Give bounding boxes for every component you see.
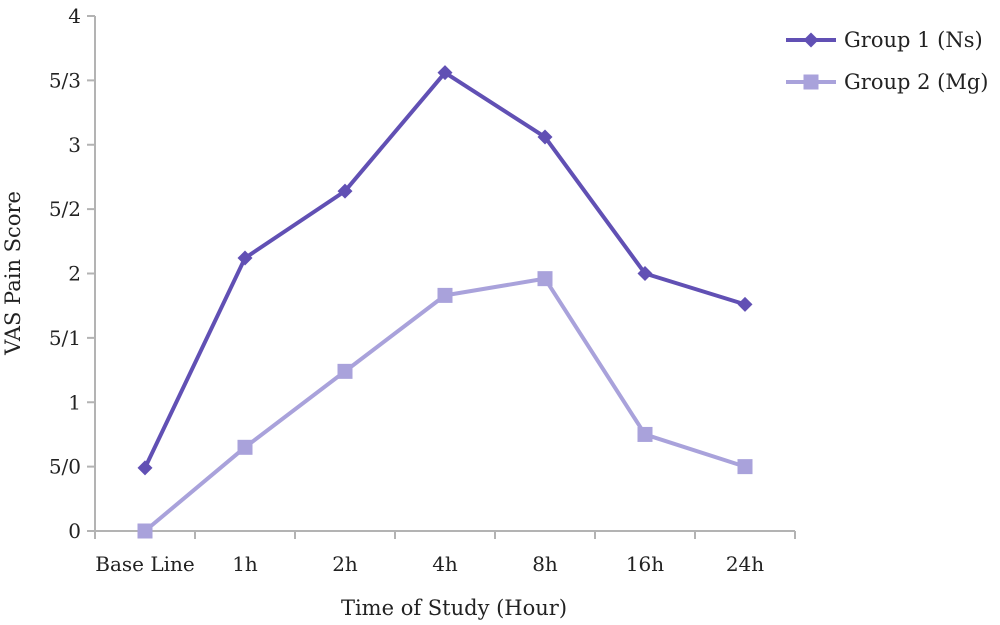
x-axis-title: Time of Study (Hour): [341, 596, 567, 620]
series-lines: [137, 65, 753, 539]
legend-label: Group 1 (Ns): [844, 28, 983, 52]
x-tick-label: 4h: [432, 552, 458, 576]
y-tick-label: 0: [68, 519, 81, 543]
data-point: [137, 523, 153, 539]
tick-labels: 0 5/0 1 5/1 2 5/2 3 5/3 4 Base Line 1h 2h 4h 8h 16h 24h: [49, 4, 764, 576]
y-tick-label: 5/1: [49, 326, 81, 350]
legend-label: Group 2 (Mg): [844, 70, 988, 94]
data-point: [237, 250, 253, 266]
x-tick-label: Base Line: [95, 552, 194, 576]
x-tick-label: 16h: [626, 552, 664, 576]
series-line: [143, 70, 746, 469]
x-tick-label: 1h: [232, 552, 258, 576]
legend-entry: Group 1 (Ns): [786, 28, 983, 52]
y-axis-title: VAS Pain Score: [1, 191, 25, 356]
y-tick-label: 5/2: [49, 197, 81, 221]
legend-entry: Group 2 (Mg): [786, 70, 988, 94]
data-point: [537, 129, 553, 145]
y-tick-label: 3: [68, 133, 81, 157]
y-tick-label: 5/0: [49, 455, 81, 479]
data-point: [437, 287, 453, 303]
series-group: [137, 65, 753, 476]
data-point: [337, 363, 353, 379]
y-tick-label: 5/3: [49, 68, 81, 92]
data-point: [237, 439, 253, 455]
legend-swatch-marker: [803, 74, 819, 90]
data-point: [137, 460, 153, 476]
data-point: [637, 266, 653, 281]
series-line: [143, 276, 746, 533]
data-point: [737, 296, 753, 312]
axes: [87, 15, 796, 539]
data-point: [337, 183, 353, 199]
y-tick-label: 1: [68, 390, 81, 414]
y-tick-label: 2: [68, 262, 81, 286]
data-point: [537, 271, 553, 287]
series-group: [137, 271, 753, 539]
data-point: [737, 459, 753, 475]
x-tick-label: 2h: [332, 552, 358, 576]
y-tick-label: 4: [68, 4, 81, 28]
data-point: [437, 65, 453, 81]
data-point: [637, 426, 653, 442]
legend: Group 1 (Ns) Group 2 (Mg): [786, 28, 988, 94]
legend-swatch-marker: [803, 32, 819, 48]
x-tick-label: 24h: [726, 552, 764, 576]
x-tick-label: 8h: [532, 552, 558, 576]
